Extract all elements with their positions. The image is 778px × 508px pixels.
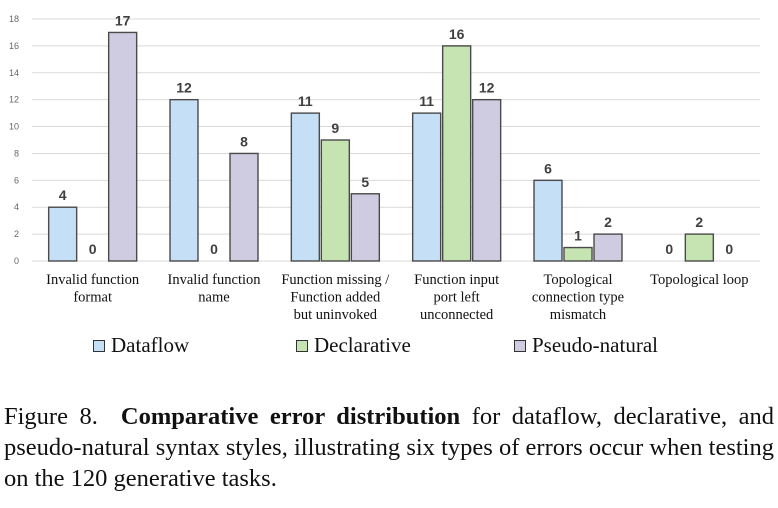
grid-lines [32, 18, 760, 262]
y-tick-4: 4 [14, 202, 19, 212]
data-label-declarative-4: 1 [574, 228, 582, 244]
x-label-4: Topological connection type mismatch [532, 272, 624, 323]
bars [47, 31, 715, 262]
data-label-declarative-1: 0 [210, 241, 218, 257]
x-label-0-line-1: format [73, 290, 112, 306]
bar-pseudo-natural-1 [229, 152, 259, 262]
bar-declarative-4 [563, 246, 593, 262]
x-label-2-line-1: Function added [290, 290, 381, 306]
x-label-1: Invalid function name [167, 272, 261, 306]
legend-swatch-dataflow [93, 339, 105, 352]
bar-pseudo-natural-0 [107, 31, 138, 262]
bar-pseudo-natural-2 [350, 193, 381, 262]
bar-declarative-2 [320, 139, 351, 262]
x-label-5-line-0: Topological loop [650, 272, 748, 288]
legend-label-dataflow: Dataflow [111, 333, 190, 357]
y-tick-10: 10 [9, 122, 19, 132]
x-label-4-line-2: mismatch [550, 307, 607, 323]
x-label-4-line-0: Topological [543, 272, 612, 288]
caption-rest: for dataflow, declarative, and pseudo-na… [4, 403, 775, 492]
data-label-declarative-3: 16 [449, 26, 465, 42]
bar-pseudo-natural-3 [471, 98, 502, 262]
bar-dataflow-1 [169, 98, 199, 262]
data-label-pseudo-natural-0: 17 [115, 12, 131, 28]
x-label-0-line-0: Invalid function [46, 272, 140, 288]
data-label-pseudo-natural-3: 12 [479, 80, 495, 96]
data-label-dataflow-4: 6 [544, 160, 552, 176]
bar-dataflow-2 [290, 112, 321, 262]
legend-label-pseudo-natural: Pseudo-natural [532, 333, 658, 357]
data-label-declarative-0: 0 [89, 241, 97, 257]
y-tick-16: 16 [9, 41, 19, 51]
bar-dataflow-4 [533, 179, 563, 262]
bar-pseudo-natural-4 [593, 233, 623, 262]
x-label-3-line-1: port left [434, 290, 480, 306]
data-label-pseudo-natural-1: 8 [240, 133, 248, 149]
x-label-4-line-1: connection type [532, 290, 624, 306]
legend-item-dataflow: Dataflow [93, 333, 189, 358]
x-label-2-line-0: Function missing / [281, 272, 390, 288]
legend: Dataflow Declarative Pseudo-natural [0, 333, 778, 363]
x-label-5: Topological loop [650, 272, 748, 288]
data-label-declarative-5: 2 [695, 214, 703, 230]
x-label-2-line-2: but uninvoked [294, 307, 378, 323]
x-label-3-line-2: unconnected [420, 307, 494, 323]
caption-prefix: Figure 8. [4, 403, 98, 430]
bar-dataflow-0 [47, 206, 78, 262]
x-label-2: Function missing / Function added but unin… [281, 272, 390, 323]
data-label-pseudo-natural-4: 2 [604, 214, 612, 230]
data-label-dataflow-1: 12 [176, 80, 192, 96]
data-label-pseudo-natural-2: 5 [361, 174, 369, 190]
y-tick-0: 0 [14, 256, 19, 266]
data-label-dataflow-2: 11 [298, 93, 313, 109]
legend-item-declarative: Declarative [296, 333, 411, 358]
data-label-dataflow-5: 0 [665, 241, 673, 257]
legend-label-declarative: Declarative [314, 333, 411, 357]
x-label-1-line-1: name [198, 290, 229, 306]
legend-swatch-pseudo-natural [514, 339, 526, 352]
data-label-dataflow-3: 11 [419, 93, 434, 109]
y-tick-12: 12 [9, 95, 19, 105]
x-label-3: Function input port left unconnected [414, 272, 499, 323]
y-tick-2: 2 [14, 229, 19, 239]
legend-item-pseudo-natural: Pseudo-natural [514, 333, 658, 358]
data-label-declarative-2: 9 [331, 120, 339, 136]
y-tick-18: 18 [9, 14, 19, 24]
data-label-dataflow-0: 4 [59, 187, 67, 203]
bar-declarative-5 [684, 233, 715, 262]
bar-dataflow-3 [411, 112, 442, 262]
bar-declarative-3 [441, 45, 472, 262]
data-label-pseudo-natural-5: 0 [725, 241, 733, 257]
x-label-1-line-0: Invalid function [167, 272, 261, 288]
x-label-0: Invalid function format [46, 272, 140, 306]
y-tick-14: 14 [9, 68, 19, 78]
x-axis-labels: Invalid function format Invalid function na… [46, 272, 748, 323]
y-axis-ticks: 0 2 4 6 8 10 12 14 16 18 [9, 14, 19, 266]
legend-swatch-declarative [296, 339, 308, 352]
y-tick-8: 8 [14, 148, 19, 158]
figure-caption: Figure 8. Comparative error distribution… [4, 401, 774, 494]
x-label-3-line-0: Function input [414, 272, 499, 288]
caption-bold: Comparative error distribution [120, 403, 461, 430]
y-tick-6: 6 [14, 175, 19, 185]
